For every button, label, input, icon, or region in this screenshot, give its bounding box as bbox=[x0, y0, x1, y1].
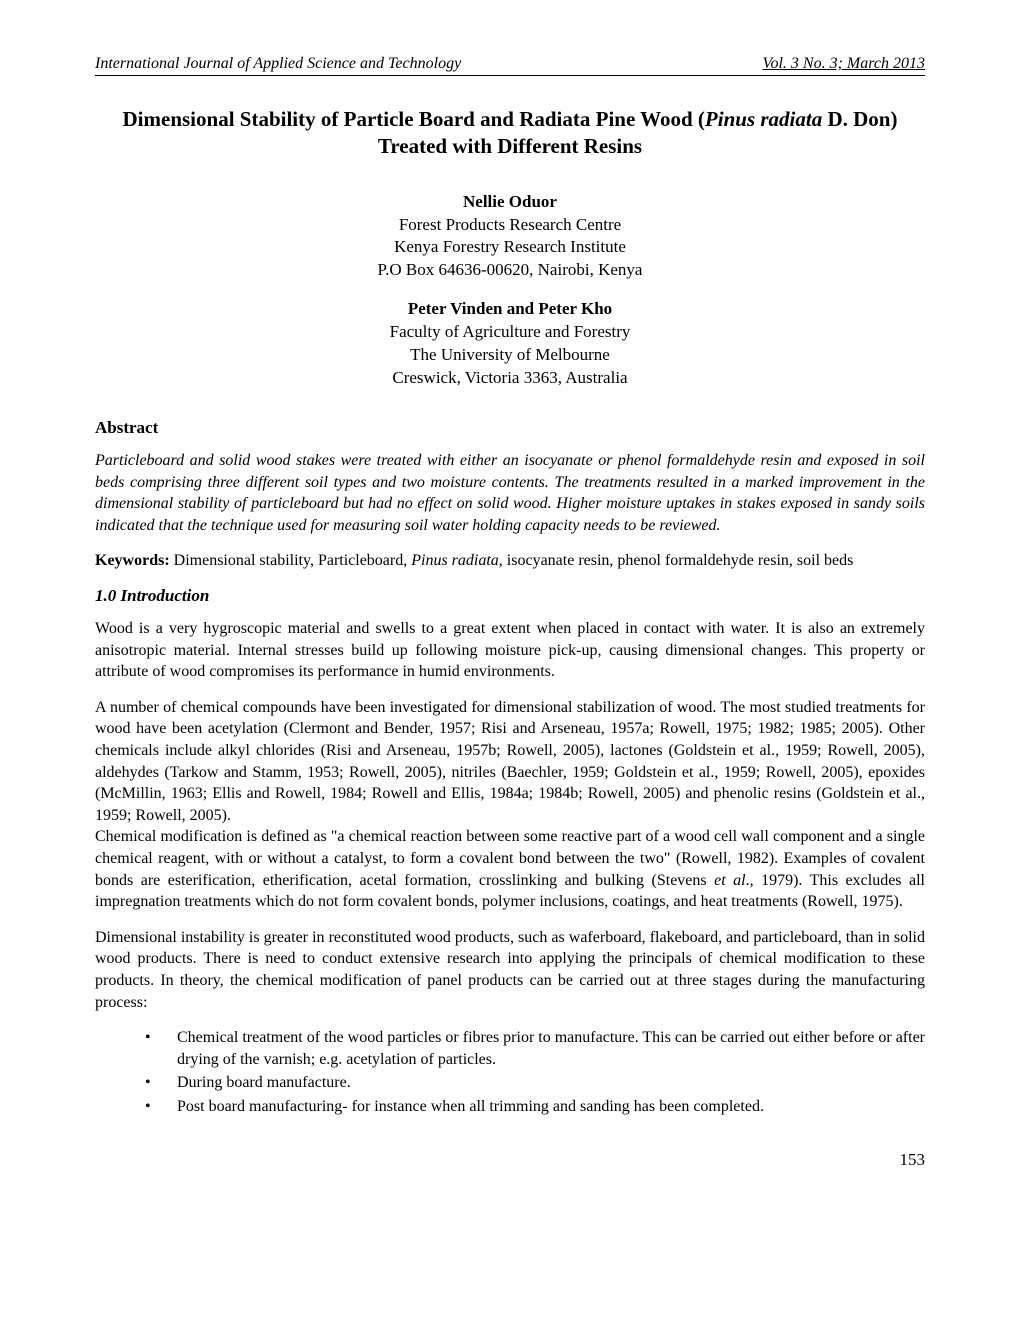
intro-para-2: A number of chemical compounds have been… bbox=[95, 697, 925, 827]
intro-para-3: Chemical modification is defined as "a c… bbox=[95, 826, 925, 912]
list-item: Chemical treatment of the wood particles… bbox=[145, 1027, 925, 1070]
author-name-1: Nellie Oduor bbox=[95, 191, 925, 214]
list-item: Post board manufacturing- for instance w… bbox=[145, 1096, 925, 1118]
species-name: Pinus radiata bbox=[705, 107, 822, 131]
affiliation-line: Kenya Forestry Research Institute bbox=[95, 236, 925, 259]
issue-info: Vol. 3 No. 3; March 2013 bbox=[762, 55, 925, 73]
keywords-post: , isocyanate resin, phenol formaldehyde … bbox=[499, 552, 854, 569]
author-block-2: Peter Vinden and Peter Kho Faculty of Ag… bbox=[95, 298, 925, 390]
author-block-1: Nellie Oduor Forest Products Research Ce… bbox=[95, 191, 925, 283]
keywords-line: Keywords: Dimensional stability, Particl… bbox=[95, 550, 925, 572]
keywords-species: Pinus radiata bbox=[411, 552, 499, 569]
intro-heading: 1.0 Introduction bbox=[95, 586, 925, 606]
author-name-2: Peter Vinden and Peter Kho bbox=[95, 298, 925, 321]
abstract-text: Particleboard and solid wood stakes were… bbox=[95, 450, 925, 536]
keywords-pre: Dimensional stability, Particleboard, bbox=[170, 552, 412, 569]
p3-etal: et al bbox=[714, 872, 745, 889]
affiliation-line: Forest Products Research Centre bbox=[95, 214, 925, 237]
stages-list: Chemical treatment of the wood particles… bbox=[145, 1027, 925, 1117]
affiliation-line: P.O Box 64636-00620, Nairobi, Kenya bbox=[95, 259, 925, 282]
page-number: 153 bbox=[95, 1150, 925, 1170]
article-title: Dimensional Stability of Particle Board … bbox=[95, 106, 925, 161]
abstract-heading: Abstract bbox=[95, 418, 925, 438]
title-part1: Dimensional Stability of Particle Board … bbox=[123, 107, 705, 131]
keywords-label: Keywords: bbox=[95, 552, 170, 569]
intro-para-4: Dimensional instability is greater in re… bbox=[95, 927, 925, 1013]
page-header: International Journal of Applied Science… bbox=[95, 55, 925, 76]
affiliation-line: Faculty of Agriculture and Forestry bbox=[95, 321, 925, 344]
affiliation-line: The University of Melbourne bbox=[95, 344, 925, 367]
intro-para-1: Wood is a very hygroscopic material and … bbox=[95, 618, 925, 683]
list-item: During board manufacture. bbox=[145, 1072, 925, 1094]
journal-name: International Journal of Applied Science… bbox=[95, 55, 461, 73]
affiliation-line: Creswick, Victoria 3363, Australia bbox=[95, 367, 925, 390]
